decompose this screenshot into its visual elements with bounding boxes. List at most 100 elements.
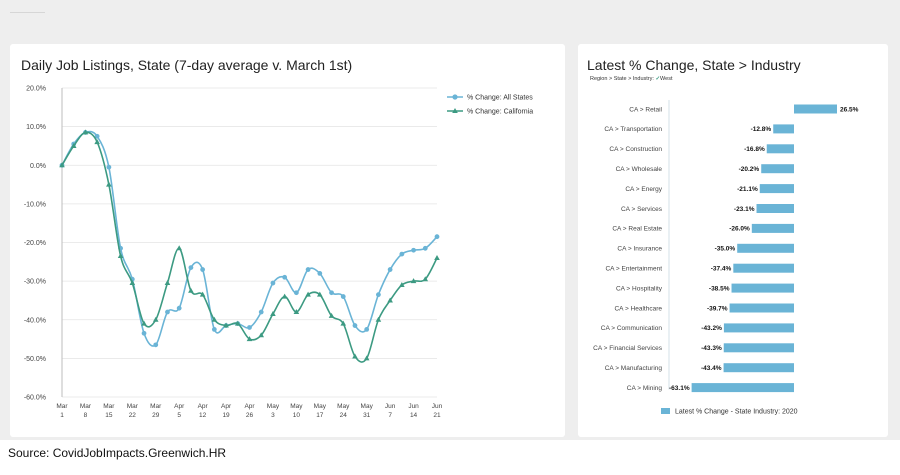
data-point [293,309,300,315]
data-point [387,267,393,272]
data-point [329,290,334,296]
bar [751,223,794,233]
x-tick-day: 26 [246,412,254,419]
data-point [234,320,241,326]
breadcrumb[interactable]: Region > State > Industry: ✓West [590,76,672,82]
data-label: -37.4% [711,266,732,273]
bar-chart-card: Latest % Change, State > Industry Region… [578,44,888,437]
bar [773,124,794,134]
data-label: -38.5% [709,285,730,292]
y-tick-label: 10.0% [26,124,46,131]
data-label: -20.2% [739,166,760,173]
data-point [176,305,182,311]
bar [691,383,794,393]
legend-marker [452,108,458,113]
bar [761,164,794,174]
data-point [258,332,265,338]
x-tick-month: May [314,403,327,410]
legend-label: % Change: California [467,109,533,116]
data-label: -43.3% [701,345,722,352]
y-tick-label: -40.0% [24,317,46,324]
x-tick-month: Apr [174,403,185,410]
x-tick-day: 7 [388,412,392,419]
category-label: CA > Real Estate [612,226,662,233]
data-point [165,309,170,315]
category-label: CA > Manufacturing [605,365,663,372]
category-label: CA > Insurance [617,246,662,253]
x-tick-month: May [267,403,280,410]
x-tick-month: Mar [80,403,92,410]
x-tick-month: May [361,403,374,410]
data-point [305,267,311,272]
legend-label: Latest % Change - State Industry: 2020 [675,409,798,416]
data-point [434,234,440,240]
data-point [410,278,417,284]
x-tick-day: 21 [433,412,441,419]
data-label: -16.8% [744,146,765,153]
data-label: -39.7% [707,305,728,312]
data-label: -23.1% [734,206,755,213]
x-tick-month: Mar [103,403,115,410]
data-point [246,336,253,342]
bar-chart[interactable]: CA > Retail 26.5% CA > Transportation -12.8… [578,44,888,437]
x-tick-month: Mar [56,403,68,410]
data-point [305,291,311,297]
bar [759,184,794,194]
x-tick-day: 22 [129,412,137,419]
x-tick-day: 24 [340,412,348,419]
category-label: CA > Communication [601,325,663,332]
data-label: -26.0% [729,226,750,233]
line-chart[interactable]: 20.0% 10.0% 0.0% -10.0% -20.0% -30.0% -40.0% -5… [10,44,565,437]
data-point [141,320,147,326]
x-tick-month: Jun [432,403,443,410]
category-label: CA > Energy [625,186,662,193]
data-point [352,353,358,359]
x-tick-day: 5 [177,412,181,419]
data-point [328,312,335,318]
data-point [188,287,194,293]
category-label: CA > Entertainment [605,266,662,273]
data-point [117,253,124,259]
breadcrumb-value[interactable]: West [660,76,673,82]
data-label: 26.5% [840,106,859,113]
x-tick-day: 12 [199,412,207,419]
breadcrumb-path: Region > State > Industry: [590,76,654,82]
data-point [399,251,405,257]
data-point [94,139,100,145]
data-point [411,247,416,253]
data-point [152,316,159,322]
data-point [422,276,429,282]
data-point [340,320,347,326]
bar [731,283,794,293]
data-point [258,309,264,315]
category-label: CA > Healthcare [614,305,662,312]
data-point [211,316,218,322]
x-tick-month: Apr [221,403,232,410]
data-point [281,293,288,299]
category-label: CA > Construction [609,146,662,153]
bar [756,204,794,213]
x-tick-month: Mar [127,403,139,410]
data-point [70,142,77,148]
x-tick-month: Mar [150,403,162,410]
line-chart-title: Daily Job Listings, State (7-day average… [21,57,353,73]
x-tick-day: 14 [410,412,418,419]
data-label: -43.4% [701,365,722,372]
data-label: -35.0% [715,246,736,253]
line-chart-card: Daily Job Listings, State (7-day average… [10,44,565,437]
check-icon: ✓ [655,76,661,82]
y-tick-label: 20.0% [26,86,46,93]
legend-marker [452,94,458,100]
data-point [422,245,428,251]
y-tick-label: -50.0% [24,356,46,363]
x-tick-day: 29 [152,412,160,419]
bar [737,243,794,253]
y-tick-label: -60.0% [24,395,46,402]
data-label: -43.2% [701,325,722,332]
bar [723,323,794,333]
data-point [352,323,358,328]
data-point [399,281,405,287]
legend-label: % Change: All States [467,95,533,102]
data-point [317,271,323,276]
data-point [270,280,276,286]
